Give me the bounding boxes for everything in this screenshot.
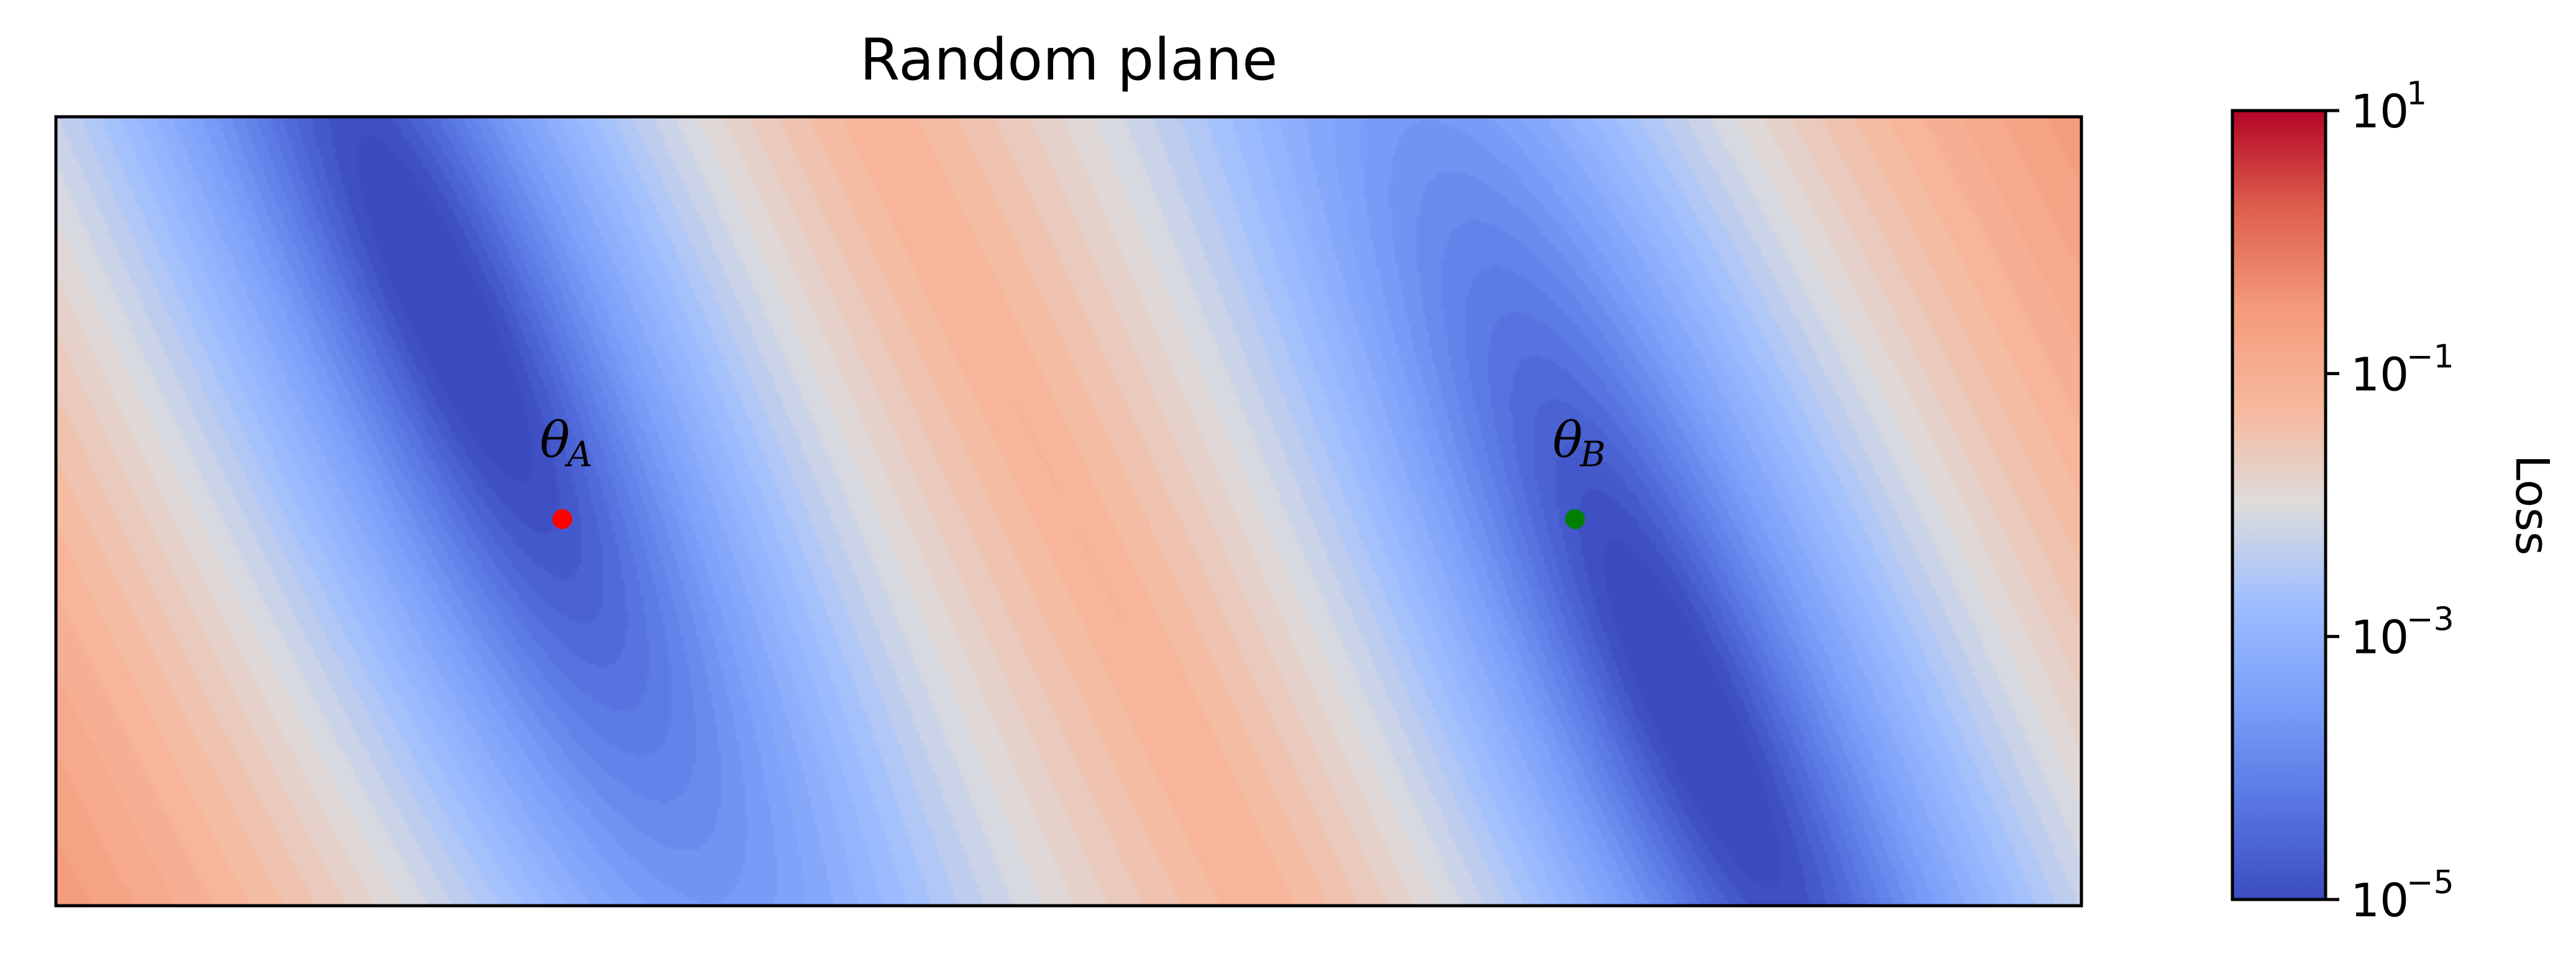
points-layer: θA θB (540, 411, 1605, 529)
colorbar-tick-exponent: 1 (2406, 75, 2427, 112)
loss-surface-heatmap (56, 117, 2081, 906)
colorbar-tick-label: 10 (2350, 611, 2409, 665)
colorbar-tick-exponent: −1 (2406, 338, 2454, 375)
colorbar-label: Loss (2505, 455, 2559, 555)
colorbar-tick-exponent: −5 (2406, 864, 2454, 901)
colorbar-tick-label: 10 (2350, 874, 2409, 927)
point-label-a: θ (540, 411, 570, 469)
point-label-subscript-b: B (1579, 435, 1605, 475)
heatmap-plot-area (54, 115, 2083, 908)
colorbar-gradient (2232, 111, 2326, 900)
colorbar-tick-label: 10 (2350, 348, 2409, 401)
point-label-b: θ (1553, 411, 1583, 469)
plot-frame (54, 115, 2083, 908)
point-label-subscript-a: A (564, 435, 592, 475)
point-marker-b (1565, 509, 1585, 529)
point-marker-a (552, 509, 572, 529)
colorbar-frame (2231, 109, 2327, 901)
colorbar-tick-exponent: −3 (2406, 601, 2454, 639)
chart-title: Random plane (860, 26, 1278, 93)
colorbar-tick-label: 10 (2350, 85, 2409, 139)
